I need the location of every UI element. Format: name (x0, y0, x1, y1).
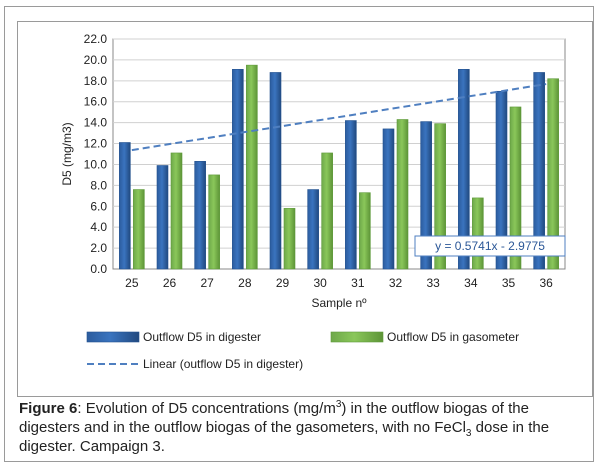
bar-gasometer (396, 119, 409, 270)
caption-text-1: : Evolution of D5 concentrations (mg/m (77, 400, 336, 417)
legend-swatch-digester (86, 331, 140, 343)
x-tick-label: 31 (351, 276, 365, 290)
bar-gasometer (246, 64, 258, 270)
bar-gasometer (509, 106, 522, 270)
y-tick-label: 12.0 (84, 137, 108, 151)
caption-sub: 3 (465, 428, 472, 439)
y-tick-label: 22.0 (84, 32, 108, 46)
x-tick-label: 34 (464, 276, 478, 290)
bar-gasometer (170, 152, 183, 270)
x-tick-label: 30 (313, 276, 327, 290)
legend-label-digester: Outflow D5 in digester (143, 330, 261, 344)
bar-chart: 0.0 2.0 4.0 6.0 8.0 10.0 12.0 14.0 16.0 18.0 20.0 2… (17, 21, 593, 397)
y-tick-label: 8.0 (90, 178, 107, 192)
x-tick-label: 28 (238, 276, 252, 290)
y-tick-label: 2.0 (90, 241, 107, 255)
bar-digester (307, 189, 319, 270)
figure-frame: 0.0 2.0 4.0 6.0 8.0 10.0 12.0 14.0 16.0 18.0 20.0 2… (4, 6, 594, 462)
bar-digester (345, 120, 357, 270)
bar-digester (382, 128, 395, 270)
bar-digester (119, 142, 131, 270)
trendline-equation-box (414, 235, 566, 257)
bar-digester (458, 69, 470, 270)
y-tick-label: 4.0 (90, 220, 107, 234)
bar-digester (232, 69, 244, 270)
y-tick-label: 18.0 (84, 74, 108, 88)
y-tick-label: 10.0 (84, 157, 108, 171)
legend-label-gasometer: Outflow D5 in gasometer (387, 330, 519, 344)
bar-digester (194, 161, 206, 270)
trendline-equation: y = 0.5741x - 2.9775 (435, 239, 545, 253)
x-tick-label: 26 (163, 276, 177, 290)
y-axis-title: D5 (mg/m3) (60, 122, 74, 185)
x-tick-label: 29 (276, 276, 290, 290)
legend-swatch-gasometer (330, 331, 384, 343)
y-tick-label: 0.0 (90, 262, 107, 276)
x-tick-label: 36 (539, 276, 553, 290)
trendline (131, 83, 547, 152)
bar-gasometer (133, 189, 145, 270)
bar-digester (156, 165, 169, 270)
x-axis-title: Sample nº (311, 296, 367, 310)
bar-gasometer (321, 152, 333, 270)
bar-gasometer (547, 78, 559, 270)
bar-gasometer (283, 208, 296, 270)
bar-gasometer (359, 192, 371, 270)
plot-area (112, 38, 566, 270)
bar-gasometer (472, 197, 484, 270)
caption-text-3: dose in the digester. Campaign 3. (19, 419, 550, 455)
bar-gasometer (434, 123, 446, 270)
y-tick-label: 20.0 (84, 53, 108, 67)
bar-digester (269, 72, 282, 270)
bar-digester (533, 72, 545, 270)
bar-digester (420, 121, 432, 270)
y-tick-label: 16.0 (84, 95, 108, 109)
y-tick-label: 6.0 (90, 199, 107, 213)
legend-label-trendline: Linear (outflow D5 in digester) (143, 357, 303, 371)
caption-label: Figure 6 (19, 400, 78, 417)
figure-caption: Figure 6: Evolution of D5 concentrations… (19, 399, 587, 456)
y-tick-label: 14.0 (84, 116, 108, 130)
x-tick-label: 33 (426, 276, 440, 290)
caption-text-2: ) in the outflow biogas of the digesters… (19, 400, 529, 436)
chart-area: 0.0 2.0 4.0 6.0 8.0 10.0 12.0 14.0 16.0 18.0 20.0 2… (17, 21, 593, 397)
x-tick-label: 25 (125, 276, 139, 290)
bar-gasometer (208, 174, 220, 270)
x-tick-label: 27 (200, 276, 214, 290)
x-tick-label: 32 (389, 276, 403, 290)
caption-sup: 3 (335, 399, 342, 410)
x-tick-label: 35 (502, 276, 516, 290)
